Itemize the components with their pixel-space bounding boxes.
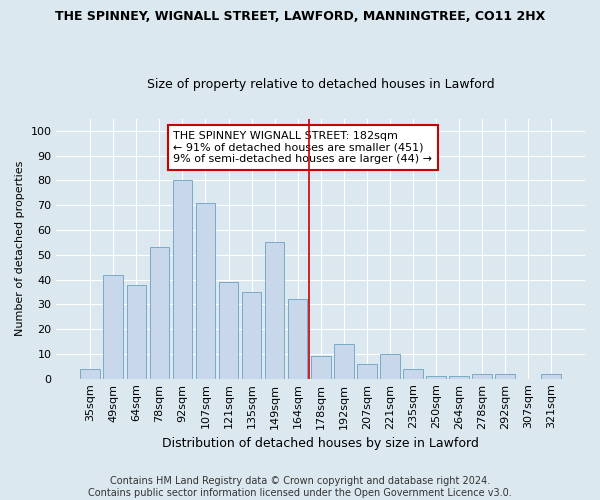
- Bar: [541, 374, 561, 378]
- Bar: [242, 292, 262, 378]
- Title: Size of property relative to detached houses in Lawford: Size of property relative to detached ho…: [147, 78, 494, 91]
- Bar: [357, 364, 377, 378]
- Bar: [265, 242, 284, 378]
- Bar: [334, 344, 353, 378]
- Bar: [288, 300, 307, 378]
- Y-axis label: Number of detached properties: Number of detached properties: [15, 161, 25, 336]
- Bar: [472, 374, 492, 378]
- Bar: [80, 369, 100, 378]
- Bar: [426, 376, 446, 378]
- Bar: [219, 282, 238, 378]
- X-axis label: Distribution of detached houses by size in Lawford: Distribution of detached houses by size …: [162, 437, 479, 450]
- Text: Contains HM Land Registry data © Crown copyright and database right 2024.
Contai: Contains HM Land Registry data © Crown c…: [88, 476, 512, 498]
- Bar: [103, 274, 123, 378]
- Bar: [196, 203, 215, 378]
- Bar: [311, 356, 331, 378]
- Text: THE SPINNEY WIGNALL STREET: 182sqm
← 91% of detached houses are smaller (451)
9%: THE SPINNEY WIGNALL STREET: 182sqm ← 91%…: [173, 131, 432, 164]
- Bar: [403, 369, 422, 378]
- Bar: [127, 284, 146, 378]
- Bar: [449, 376, 469, 378]
- Bar: [149, 248, 169, 378]
- Text: THE SPINNEY, WIGNALL STREET, LAWFORD, MANNINGTREE, CO11 2HX: THE SPINNEY, WIGNALL STREET, LAWFORD, MA…: [55, 10, 545, 23]
- Bar: [380, 354, 400, 378]
- Bar: [173, 180, 192, 378]
- Bar: [495, 374, 515, 378]
